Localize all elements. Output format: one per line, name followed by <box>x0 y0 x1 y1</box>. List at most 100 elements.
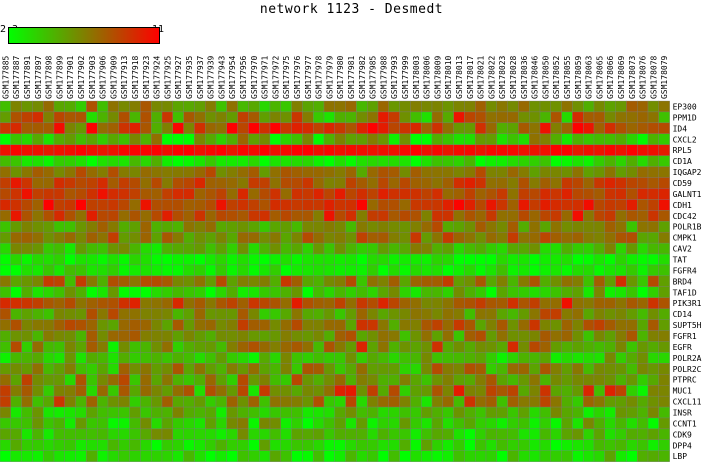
heatmap-cell <box>205 308 217 320</box>
heatmap-cell <box>129 188 141 200</box>
heatmap-cell <box>345 122 357 135</box>
heatmap-cell <box>151 275 163 288</box>
heatmap-cell <box>97 275 109 288</box>
heatmap-cell <box>399 395 411 408</box>
heatmap-cell <box>161 210 174 222</box>
heatmap-cell <box>129 177 141 189</box>
heatmap-cell <box>507 352 519 364</box>
heatmap-cell <box>410 352 422 364</box>
heatmap-cell <box>215 363 228 375</box>
heatmap-cell <box>356 199 368 211</box>
heatmap-cell <box>226 395 238 408</box>
heatmap-cell <box>302 111 314 124</box>
heatmap-cell <box>215 111 228 124</box>
heatmap-cell <box>205 297 217 309</box>
heatmap-cell <box>205 231 217 244</box>
heatmap-cell <box>550 450 562 462</box>
heatmap-cell <box>572 308 584 320</box>
heatmap-cell <box>0 439 12 451</box>
heatmap-cell <box>604 374 616 386</box>
heatmap-cell <box>129 450 141 462</box>
column-label: GSM177985 <box>369 55 378 99</box>
heatmap-cell <box>97 319 109 331</box>
heatmap-cell <box>0 111 12 124</box>
heatmap-cell <box>496 133 508 145</box>
heatmap-cell <box>399 199 411 211</box>
heatmap-cell <box>604 111 616 124</box>
heatmap-cell <box>140 341 152 353</box>
heatmap-cell <box>647 231 660 244</box>
heatmap-cell <box>97 297 109 309</box>
heatmap-cell <box>615 286 627 298</box>
heatmap-cell <box>367 330 379 342</box>
heatmap-cell <box>410 450 422 462</box>
heatmap-cell <box>377 275 390 288</box>
heatmap-cell <box>183 406 195 419</box>
heatmap-cell <box>507 308 519 320</box>
heatmap-cell <box>388 385 400 397</box>
heatmap-cell <box>550 286 562 298</box>
heatmap-cell <box>21 374 33 386</box>
heatmap-cell <box>129 428 141 441</box>
heatmap-cell <box>615 242 627 255</box>
heatmap-cell <box>583 395 595 408</box>
heatmap-cell <box>302 319 314 331</box>
heatmap-cell <box>539 122 552 135</box>
heatmap-cell <box>410 319 422 331</box>
heatmap-cell <box>475 330 487 342</box>
heatmap-cell <box>32 264 44 277</box>
heatmap-cell <box>367 242 379 255</box>
heatmap-cell <box>626 100 638 113</box>
heatmap-cell <box>496 363 508 375</box>
heatmap-cell <box>280 155 292 167</box>
heatmap-cell <box>118 221 130 233</box>
heatmap-cell <box>658 221 670 233</box>
heatmap-cell <box>53 395 66 408</box>
heatmap-cell <box>280 439 292 451</box>
heatmap-cell <box>561 166 573 178</box>
heatmap-cell <box>431 395 444 408</box>
heatmap-cell <box>313 253 325 266</box>
heatmap-cell <box>658 406 670 419</box>
heatmap-cell <box>161 264 174 277</box>
heatmap-cell <box>172 264 184 277</box>
heatmap-cell <box>86 166 98 178</box>
heatmap-cell <box>215 144 228 156</box>
heatmap-cell <box>496 341 508 353</box>
heatmap-cell <box>64 155 76 167</box>
heatmap-cell <box>248 253 260 266</box>
heatmap-cell <box>507 363 519 375</box>
heatmap-cell <box>75 374 87 386</box>
heatmap-cell <box>399 439 411 451</box>
heatmap-cell <box>161 352 174 364</box>
heatmap-cell <box>323 439 336 451</box>
column-label: GSM177927 <box>174 55 183 99</box>
heatmap-cell <box>269 155 282 167</box>
heatmap-cell <box>658 242 670 255</box>
heatmap-cell <box>53 155 66 167</box>
heatmap-cell <box>615 406 627 419</box>
column-label: GSM177943 <box>217 55 226 99</box>
heatmap-cell <box>345 406 357 419</box>
heatmap-cell <box>464 188 476 200</box>
heatmap-cell <box>507 221 519 233</box>
heatmap-cell <box>151 450 163 462</box>
heatmap-cell <box>291 363 303 375</box>
heatmap-cell <box>10 341 22 353</box>
heatmap-cell <box>172 133 184 145</box>
heatmap-cell <box>334 428 346 441</box>
heatmap-cell <box>226 231 238 244</box>
heatmap-cell <box>0 210 12 222</box>
heatmap-cell <box>269 210 282 222</box>
heatmap-cell <box>269 439 282 451</box>
heatmap-cell <box>356 395 368 408</box>
heatmap-cell <box>647 275 660 288</box>
heatmap-cell <box>107 374 120 386</box>
heatmap-cell <box>118 385 130 397</box>
heatmap-cell <box>86 264 98 277</box>
heatmap-cell <box>269 264 282 277</box>
heatmap-cell <box>172 111 184 124</box>
heatmap-cell <box>345 231 357 244</box>
heatmap-cell <box>194 450 206 462</box>
heatmap-cell <box>453 111 465 124</box>
